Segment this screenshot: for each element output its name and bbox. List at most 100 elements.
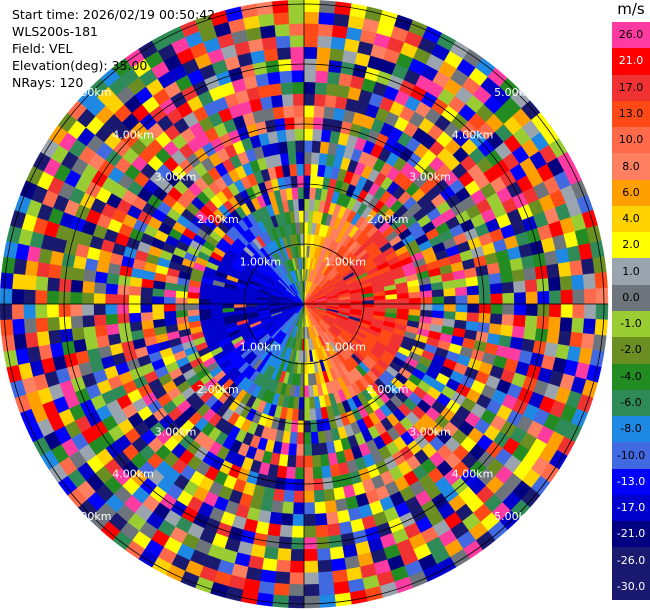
colorbar-segment bbox=[612, 311, 650, 338]
velocity-gate bbox=[163, 296, 176, 305]
velocity-gate bbox=[571, 274, 585, 291]
velocity-gate bbox=[0, 319, 14, 336]
colorbar-segment bbox=[612, 363, 650, 391]
range-ring-label: 3.00km bbox=[155, 171, 197, 184]
velocity-gate bbox=[317, 559, 333, 573]
velocity-gate bbox=[290, 175, 299, 188]
colorbar-tick-label: 21.0 bbox=[618, 54, 644, 68]
velocity-gate bbox=[309, 408, 317, 421]
velocity-gate bbox=[295, 455, 305, 468]
colorbar-segment bbox=[612, 337, 650, 365]
velocity-gate bbox=[584, 303, 597, 320]
velocity-gate bbox=[557, 330, 572, 347]
velocity-gate bbox=[297, 175, 305, 188]
velocity-gate bbox=[478, 312, 492, 324]
range-ring-label: 2.00km bbox=[367, 383, 409, 396]
colorbar-tick-label: 0.0 bbox=[622, 290, 640, 304]
velocity-gate bbox=[23, 289, 36, 305]
velocity-gate bbox=[312, 116, 324, 130]
velocity-gate bbox=[198, 298, 211, 305]
velocity-gate bbox=[594, 272, 608, 289]
range-ring-label: 5.00km bbox=[70, 510, 112, 523]
velocity-gate bbox=[316, 46, 332, 61]
velocity-gate bbox=[34, 303, 48, 319]
velocity-gate bbox=[287, 151, 297, 165]
velocity-gate bbox=[279, 70, 293, 84]
velocity-gate bbox=[293, 105, 305, 118]
range-ring-label: 4.00km bbox=[452, 128, 494, 141]
velocity-gate bbox=[572, 289, 585, 305]
velocity-gate bbox=[270, 94, 284, 108]
velocity-gate bbox=[557, 261, 572, 278]
colorbar-segment bbox=[612, 153, 650, 181]
velocity-gate bbox=[311, 454, 322, 468]
velocity-gate bbox=[303, 11, 320, 24]
velocity-gate bbox=[303, 128, 314, 141]
colorbar-tick-label: -30.0 bbox=[616, 579, 646, 593]
velocity-gate bbox=[303, 467, 314, 480]
colorbar-tick-label: 17.0 bbox=[618, 80, 644, 94]
velocity-gate bbox=[186, 297, 200, 305]
velocity-gate bbox=[275, 35, 291, 49]
velocity-gate bbox=[272, 488, 285, 502]
velocity-gate bbox=[295, 443, 305, 457]
velocity-gate bbox=[289, 560, 305, 574]
velocity-gate bbox=[287, 595, 305, 609]
velocity-gate bbox=[298, 397, 305, 410]
colorbar-segment bbox=[612, 205, 650, 233]
velocity-gate bbox=[293, 116, 305, 130]
velocity-gate bbox=[334, 498, 348, 513]
velocity-gate bbox=[283, 489, 295, 503]
velocity-gate bbox=[408, 291, 421, 299]
velocity-gate bbox=[94, 324, 108, 338]
velocity-gate bbox=[489, 313, 503, 325]
velocity-gate bbox=[317, 35, 333, 49]
colorbar-segment bbox=[612, 127, 650, 154]
velocity-gate bbox=[279, 152, 290, 166]
velocity-gate bbox=[589, 349, 605, 368]
velocity-gate bbox=[420, 290, 433, 299]
velocity-gate bbox=[303, 0, 321, 13]
velocity-gate bbox=[187, 309, 200, 317]
velocity-gate bbox=[297, 186, 305, 200]
velocity-gate bbox=[303, 105, 315, 118]
velocity-gate bbox=[478, 284, 492, 296]
velocity-gate bbox=[310, 431, 319, 445]
velocity-gate bbox=[0, 272, 14, 289]
velocity-gate bbox=[163, 310, 177, 319]
range-ring-label: 1.00km bbox=[324, 340, 366, 353]
velocity-gate bbox=[513, 292, 527, 305]
colorbar-tick-label: 13.0 bbox=[618, 106, 644, 120]
colorbar-tick-label: -21.0 bbox=[616, 527, 646, 541]
colorbar-segment bbox=[612, 179, 650, 207]
velocity-gate bbox=[81, 303, 95, 316]
velocity-gate bbox=[287, 0, 305, 13]
velocity-gate bbox=[273, 11, 290, 26]
velocity-gate bbox=[330, 36, 347, 51]
velocity-gate bbox=[324, 500, 338, 514]
colorbar-segment bbox=[612, 74, 650, 102]
velocity-gate bbox=[284, 478, 296, 492]
colorbar-tick-label: 6.0 bbox=[622, 185, 640, 199]
colorbar-segment bbox=[612, 521, 650, 548]
velocity-gate bbox=[333, 486, 346, 501]
velocity-gate bbox=[263, 546, 279, 561]
range-ring-label: 4.00km bbox=[112, 128, 154, 141]
velocity-gate bbox=[128, 312, 142, 323]
velocity-gate bbox=[288, 11, 305, 24]
velocity-gate bbox=[292, 513, 305, 527]
velocity-gate bbox=[93, 303, 106, 316]
velocity-gate bbox=[46, 290, 60, 305]
velocity-gate bbox=[501, 314, 515, 327]
velocity-gate bbox=[140, 319, 155, 330]
velocity-gate bbox=[295, 140, 305, 153]
nrays-label: NRays: 120 bbox=[12, 75, 84, 90]
velocity-gate bbox=[488, 323, 502, 336]
velocity-gate bbox=[303, 210, 310, 223]
velocity-gate bbox=[572, 303, 585, 319]
velocity-gate bbox=[547, 276, 562, 292]
velocity-gate bbox=[318, 582, 335, 597]
velocity-gate bbox=[595, 303, 609, 321]
colorbar-tick-label: -6.0 bbox=[620, 395, 642, 409]
velocity-gate bbox=[294, 128, 305, 141]
